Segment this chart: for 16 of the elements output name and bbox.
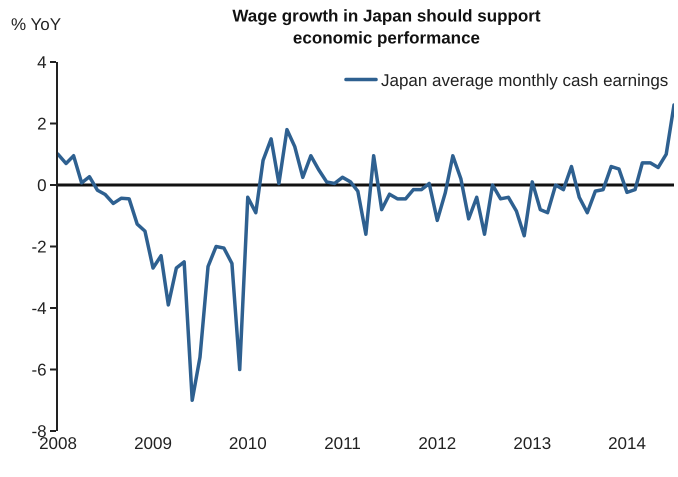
y-tick-label: 0 (37, 176, 47, 195)
y-axis-title: % YoY (11, 15, 62, 34)
y-tick-label: -4 (31, 298, 47, 318)
y-tick-label: -6 (31, 360, 47, 380)
x-tick-label: 2010 (228, 434, 267, 453)
y-tick-label: -2 (31, 237, 47, 256)
legend-label: Japan average monthly cash earnings (381, 71, 668, 90)
x-tick-label: 2013 (513, 434, 552, 453)
chart-title: Wage growth in Japan should support economic performance (232, 6, 541, 48)
x-tick-label: 2012 (418, 434, 456, 453)
x-tick-label: 2011 (324, 434, 361, 453)
y-tick-label: 4 (37, 52, 47, 72)
x-tick-label: 2014 (608, 434, 646, 453)
y-tick-label: 2 (37, 114, 47, 134)
line-series (58, 103, 674, 402)
x-tick-label: 2009 (134, 434, 172, 453)
